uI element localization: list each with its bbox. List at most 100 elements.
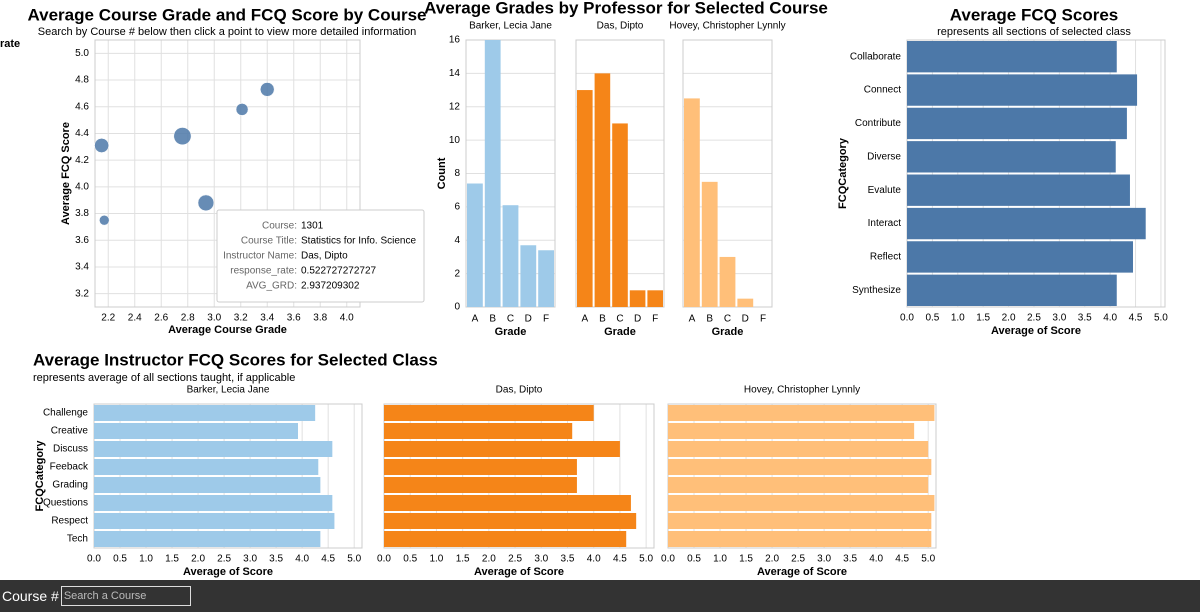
bar — [467, 183, 483, 307]
y-axis-title: FCQCategory — [34, 440, 46, 512]
bar — [647, 290, 663, 307]
x-tick-label: 1.5 — [739, 554, 753, 565]
plot-frame — [667, 403, 937, 549]
x-tick-label: 3.2 — [234, 313, 248, 324]
bar — [719, 256, 736, 307]
y-tick-label: 12 — [449, 101, 461, 112]
x-axis-title: Grade — [604, 326, 636, 338]
x-axis-title: Average Course Grade — [168, 324, 287, 336]
point — [235, 103, 249, 116]
y-tick-label: 4.4 — [75, 128, 89, 139]
bar — [94, 441, 333, 457]
point — [173, 127, 192, 146]
y-tick-label: 0 — [454, 302, 460, 313]
x-tick-label: 3.0 — [1052, 313, 1066, 324]
x-tick-label: 1.0 — [951, 313, 965, 324]
bar — [668, 495, 935, 511]
x-tick-label: D — [525, 314, 532, 325]
x-tick-label: A — [689, 314, 696, 325]
tooltip-label: response_rate: — [230, 266, 297, 277]
bar — [594, 73, 611, 307]
bar — [907, 174, 1130, 206]
bar — [907, 241, 1134, 273]
x-tick-label: 2.0 — [1002, 313, 1016, 324]
chart-title: Average Grades by Professor for Selected… — [424, 0, 828, 17]
y-axis-title: FCQCategory — [837, 137, 849, 209]
x-tick-label: 4.0 — [295, 554, 309, 565]
tooltip-value: 2.937209302 — [301, 281, 360, 292]
x-tick-label: B — [706, 314, 713, 325]
x-tick-label: 5.0 — [1154, 313, 1168, 324]
x-tick-label: 1.5 — [165, 554, 179, 565]
bar — [668, 513, 932, 529]
x-tick-label: 4.0 — [869, 554, 883, 565]
x-tick-label: D — [634, 314, 641, 325]
bar — [629, 290, 646, 307]
bar — [502, 205, 519, 307]
bar — [538, 250, 554, 307]
y-axis-title: Average FCQ Score — [60, 122, 72, 225]
bar — [907, 41, 1117, 73]
y-tick-label: Creative — [51, 426, 89, 437]
x-tick-label: 3.0 — [207, 313, 221, 324]
x-tick-label: 3.0 — [817, 554, 831, 565]
y-tick-label: Feeback — [50, 462, 89, 473]
facet-label: Hovey, Christopher Lynnly — [669, 21, 785, 32]
y-tick-label: Questions — [43, 498, 88, 509]
search-input[interactable] — [60, 586, 191, 606]
x-tick-label: 4.5 — [321, 554, 335, 565]
bar — [94, 459, 319, 475]
x-tick-label: 3.5 — [1078, 313, 1092, 324]
facet-label: Barker, Lecia Jane — [187, 385, 270, 396]
y-tick-label: Respect — [51, 516, 88, 527]
x-tick-label: 3.8 — [313, 313, 327, 324]
bar — [577, 90, 593, 307]
x-tick-label: 4.5 — [1129, 313, 1143, 324]
x-tick-label: 5.0 — [347, 554, 361, 565]
x-tick-label: 2.0 — [191, 554, 205, 565]
y-tick-label: Grading — [52, 480, 88, 491]
y-tick-label: 4.6 — [75, 101, 89, 112]
y-tick-label: 3.6 — [75, 235, 89, 246]
bar — [668, 477, 929, 493]
y-axis-title: Count — [436, 157, 448, 189]
chart-title: Average Course Grade and FCQ Score by Co… — [28, 5, 427, 24]
search-label: Course # — [2, 588, 59, 604]
bar — [907, 107, 1127, 140]
bar — [94, 477, 321, 493]
y-tick-label: 4.8 — [75, 75, 89, 86]
plot-frame — [93, 403, 363, 549]
x-tick-label: 2.0 — [765, 554, 779, 565]
x-axis-title: Average of Score — [991, 325, 1081, 337]
bar — [907, 207, 1146, 240]
x-tick-label: 5.0 — [639, 554, 653, 565]
x-tick-label: 1.0 — [429, 554, 443, 565]
x-tick-label: 2.6 — [154, 313, 168, 324]
bar — [94, 513, 335, 529]
tooltip-box — [216, 209, 425, 303]
chart-subtitle: represents all sections of selected clas… — [937, 26, 1131, 38]
x-tick-label: 2.8 — [181, 313, 195, 324]
x-tick-label: 2.4 — [128, 313, 142, 324]
y-tick-label: Evalute — [868, 185, 902, 196]
bar — [520, 245, 537, 307]
x-tick-label: 4.0 — [587, 554, 601, 565]
x-tick-label: 0.0 — [661, 554, 675, 565]
chart-subtitle: represents average of all sections taugh… — [33, 372, 295, 384]
x-tick-label: 5.0 — [921, 554, 935, 565]
y-tick-label: Discuss — [53, 444, 88, 455]
bar — [668, 531, 932, 547]
y-tick-label: 14 — [449, 68, 461, 79]
bar — [668, 441, 929, 457]
tooltip-value: 0.522727272727 — [301, 266, 377, 277]
y-tick-label: 6 — [454, 202, 460, 213]
y-tick-label: Reflect — [870, 252, 901, 263]
x-tick-label: 0.5 — [925, 313, 939, 324]
x-axis-title: Average of Score — [474, 566, 564, 578]
x-tick-label: 3.0 — [534, 554, 548, 565]
x-tick-label: B — [599, 314, 606, 325]
facet-label: Hovey, Christopher Lynnly — [744, 385, 860, 396]
tooltip-label: Course Title: — [241, 236, 297, 247]
x-tick-label: A — [581, 314, 588, 325]
chart-title: Average FCQ Scores — [950, 5, 1119, 24]
